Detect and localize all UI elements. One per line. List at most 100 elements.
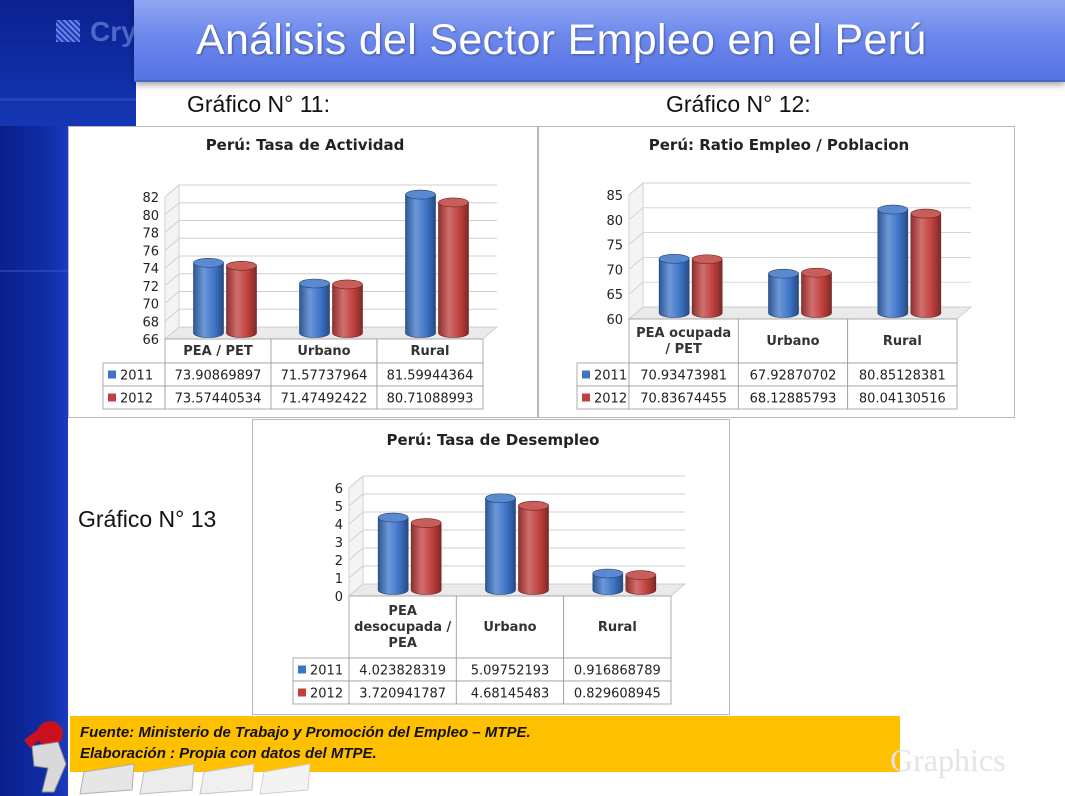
y-tick-label: 2 — [335, 554, 343, 569]
bar-2011 — [485, 493, 516, 595]
grid-line — [164, 255, 497, 269]
y-tick-label: 74 — [142, 262, 159, 277]
legend-label: 2012 — [594, 392, 627, 407]
data-value-label: 3.720941787 — [359, 687, 446, 702]
data-value-label: 70.93473981 — [640, 369, 727, 384]
template-stripe — [0, 270, 68, 272]
bar-2012-body — [410, 522, 442, 595]
grid-line — [164, 308, 497, 322]
grid-line — [628, 207, 971, 221]
bar-2011 — [299, 278, 330, 338]
bar-2011-body — [193, 262, 224, 338]
y-tick-label: 68 — [142, 315, 159, 330]
legend-swatch — [582, 393, 590, 402]
bar-2012 — [410, 518, 442, 595]
y-tick-label: 65 — [606, 288, 623, 303]
y-tick-label: 6 — [335, 482, 343, 497]
grid-line — [348, 565, 685, 579]
bar-2011-top — [299, 278, 330, 289]
bar-2012-body — [691, 258, 723, 318]
x-category-label: PEA / PET — [183, 344, 253, 359]
legend-label: 2012 — [120, 392, 153, 407]
grid-line — [628, 232, 971, 245]
bar-2011-body — [592, 573, 624, 595]
y-tick-label: 72 — [142, 280, 159, 295]
chart-unemployment-rate-svg: Perú: Tasa de Desempleo 0 1 2 3 4 5 6 PEA desocup… — [292, 431, 687, 705]
grid-line — [348, 493, 685, 507]
bar-2012 — [801, 267, 832, 318]
data-value-label: 73.90869897 — [175, 369, 262, 384]
template-left-band — [0, 0, 68, 796]
data-value-label: 0.829608945 — [574, 687, 661, 702]
data-value-label: 80.71088993 — [387, 392, 474, 407]
bar-2011-top — [877, 204, 909, 215]
template-stripe — [0, 98, 136, 101]
grid-line — [164, 273, 497, 287]
table-header-cell — [164, 338, 272, 364]
x-category-label: PEA desocupada / PEA — [354, 604, 451, 651]
chart-activity-rate: Perú: Tasa de Actividad 66 68 70 72 74 76 78 80 8… — [68, 126, 538, 418]
bar-2012-body — [438, 202, 469, 338]
grid-line — [628, 256, 971, 270]
table-cell — [376, 385, 484, 410]
decorative-figure — [24, 721, 311, 795]
bar-2012-body — [332, 284, 363, 338]
bar-2011 — [592, 568, 624, 595]
bar-2011-body — [299, 283, 330, 338]
chart-employment-ratio-svg: Perú: Ratio Empleo / Poblacion 60 65 70 75 80… — [576, 136, 973, 410]
y-tick-label: 70 — [606, 263, 623, 278]
data-value-label: 70.83674455 — [640, 392, 727, 407]
legend-swatch — [298, 665, 306, 674]
y-tick-label: 0 — [335, 590, 343, 605]
legend-label: 2011 — [594, 369, 627, 384]
data-value-label: 81.59944364 — [387, 369, 474, 384]
table-header-cell — [737, 318, 849, 364]
data-value-label: 4.68145483 — [471, 687, 550, 702]
bar-2012-top — [226, 260, 257, 271]
table-header-cell — [348, 595, 457, 659]
y-tick-label: 70 — [142, 298, 159, 313]
table-header-cell — [628, 318, 739, 364]
bar-2012-top — [518, 500, 549, 511]
bar-2012-body — [518, 505, 549, 595]
y-tick-label: 82 — [142, 191, 159, 206]
chart-title: Perú: Tasa de Desempleo — [386, 431, 599, 449]
grid-line — [628, 182, 971, 196]
data-value-label: 80.04130516 — [859, 392, 946, 407]
grid-line — [164, 220, 497, 233]
legend-swatch — [582, 370, 590, 379]
y-tick-label: 78 — [142, 227, 159, 242]
y-tick-label: 85 — [606, 189, 623, 204]
x-category-label: Rural — [883, 334, 922, 349]
bar-2012-top — [438, 197, 469, 208]
legend-label: 2012 — [310, 687, 343, 702]
template-logo-icon — [56, 20, 80, 42]
x-category-label: Rural — [598, 620, 637, 635]
data-value-label: 71.47492422 — [281, 392, 368, 407]
bar-2012-top — [910, 208, 942, 219]
bar-2012 — [226, 260, 257, 338]
grid-line — [164, 202, 497, 216]
grid-line — [628, 306, 971, 320]
bar-2012-body — [625, 574, 657, 595]
bar-2012 — [625, 570, 657, 595]
y-tick-label: 1 — [335, 572, 343, 587]
bar-2011 — [405, 189, 436, 338]
legend-label: 2011 — [310, 664, 343, 679]
chart-title: Perú: Ratio Empleo / Poblacion — [649, 136, 909, 154]
grid-line — [348, 511, 685, 525]
grid-line — [628, 281, 971, 295]
legend-swatch — [108, 393, 116, 402]
y-tick-label: 3 — [335, 536, 343, 551]
bar-2012 — [518, 500, 549, 595]
table-header-cell — [376, 338, 484, 364]
grid-line — [164, 326, 497, 340]
y-tick-label: 76 — [142, 244, 159, 259]
template-watermark: Graphics — [890, 742, 1006, 778]
chart-activity-rate-svg: Perú: Tasa de Actividad 66 68 70 72 74 76 78 80 8… — [102, 136, 499, 410]
grid-line — [348, 529, 685, 543]
bar-2012-top — [625, 570, 657, 580]
chart-title: Perú: Tasa de Actividad — [206, 136, 405, 154]
title-bar: Análisis del Sector Empleo en el Perú — [134, 0, 1065, 82]
data-value-label: 80.85128381 — [859, 369, 946, 384]
